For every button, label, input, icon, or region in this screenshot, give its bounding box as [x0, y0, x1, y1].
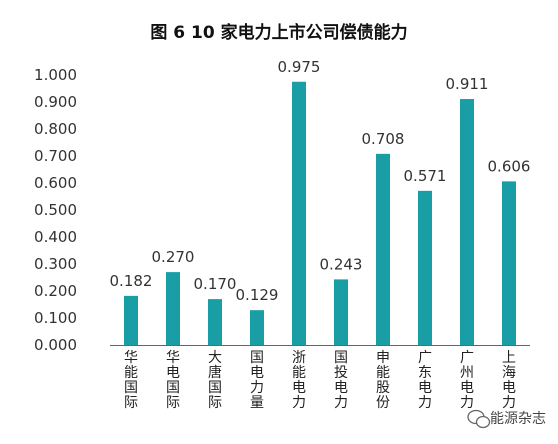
- category-label: 浙能电力: [292, 350, 306, 411]
- data-label: 0.571: [404, 167, 447, 185]
- y-tick-label: 0.900: [34, 93, 77, 111]
- y-axis: 0.000 0.100 0.200 0.300 0.400 0.500 0.600 0.700…: [34, 66, 77, 354]
- y-tick-label: 0.400: [34, 228, 77, 246]
- category-label: 申能股份: [376, 350, 390, 411]
- category-label: 上海电力: [502, 350, 516, 411]
- bar: [208, 299, 222, 345]
- data-label: 0.708: [362, 130, 405, 148]
- data-label: 0.975: [278, 58, 321, 76]
- chart-title: 图 6 10 家电力上市公司偿债能力: [150, 22, 407, 43]
- data-label: 0.182: [110, 272, 153, 290]
- y-tick-label: 0.600: [34, 174, 77, 192]
- category-label-group: 华能国际 华电国际 大唐国际 国电力量 浙能电力 国投电力 申能股份 广东电力 广州电力 上海电力: [124, 350, 516, 411]
- category-label: 广州电力: [460, 350, 474, 411]
- y-tick-label: 0.700: [34, 147, 77, 165]
- category-label: 大唐国际: [208, 350, 222, 411]
- bar: [418, 190, 432, 345]
- y-tick-label: 1.000: [34, 66, 77, 84]
- y-tick-label: 0.300: [34, 255, 77, 273]
- bar: [292, 81, 306, 345]
- data-label: 0.911: [446, 75, 489, 93]
- data-label: 0.170: [194, 275, 237, 293]
- watermark: 能源杂志: [467, 409, 546, 429]
- category-label: 华能国际: [124, 350, 138, 411]
- category-label: 国电力量: [250, 350, 264, 411]
- data-label: 0.606: [488, 157, 531, 175]
- bar: [502, 181, 516, 345]
- category-label: 广东电力: [418, 350, 432, 411]
- bar: [250, 310, 264, 345]
- data-label: 0.270: [152, 248, 195, 266]
- category-label: 华电国际: [166, 350, 180, 411]
- y-tick-label: 0.800: [34, 120, 77, 138]
- y-tick-label: 0.500: [34, 201, 77, 219]
- y-tick-label: 0.200: [34, 282, 77, 300]
- data-label: 0.243: [320, 255, 363, 273]
- wechat-icon: [467, 409, 491, 429]
- y-tick-label: 0.000: [34, 336, 77, 354]
- bar: [460, 99, 474, 345]
- data-label: 0.129: [236, 286, 279, 304]
- bar: [376, 153, 390, 345]
- watermark-text: 能源杂志: [490, 411, 546, 427]
- bar: [166, 272, 180, 345]
- bar: [124, 295, 138, 345]
- bar-group: [124, 81, 516, 345]
- category-label: 国投电力: [334, 350, 348, 411]
- bar: [334, 279, 348, 345]
- y-tick-label: 0.100: [34, 309, 77, 327]
